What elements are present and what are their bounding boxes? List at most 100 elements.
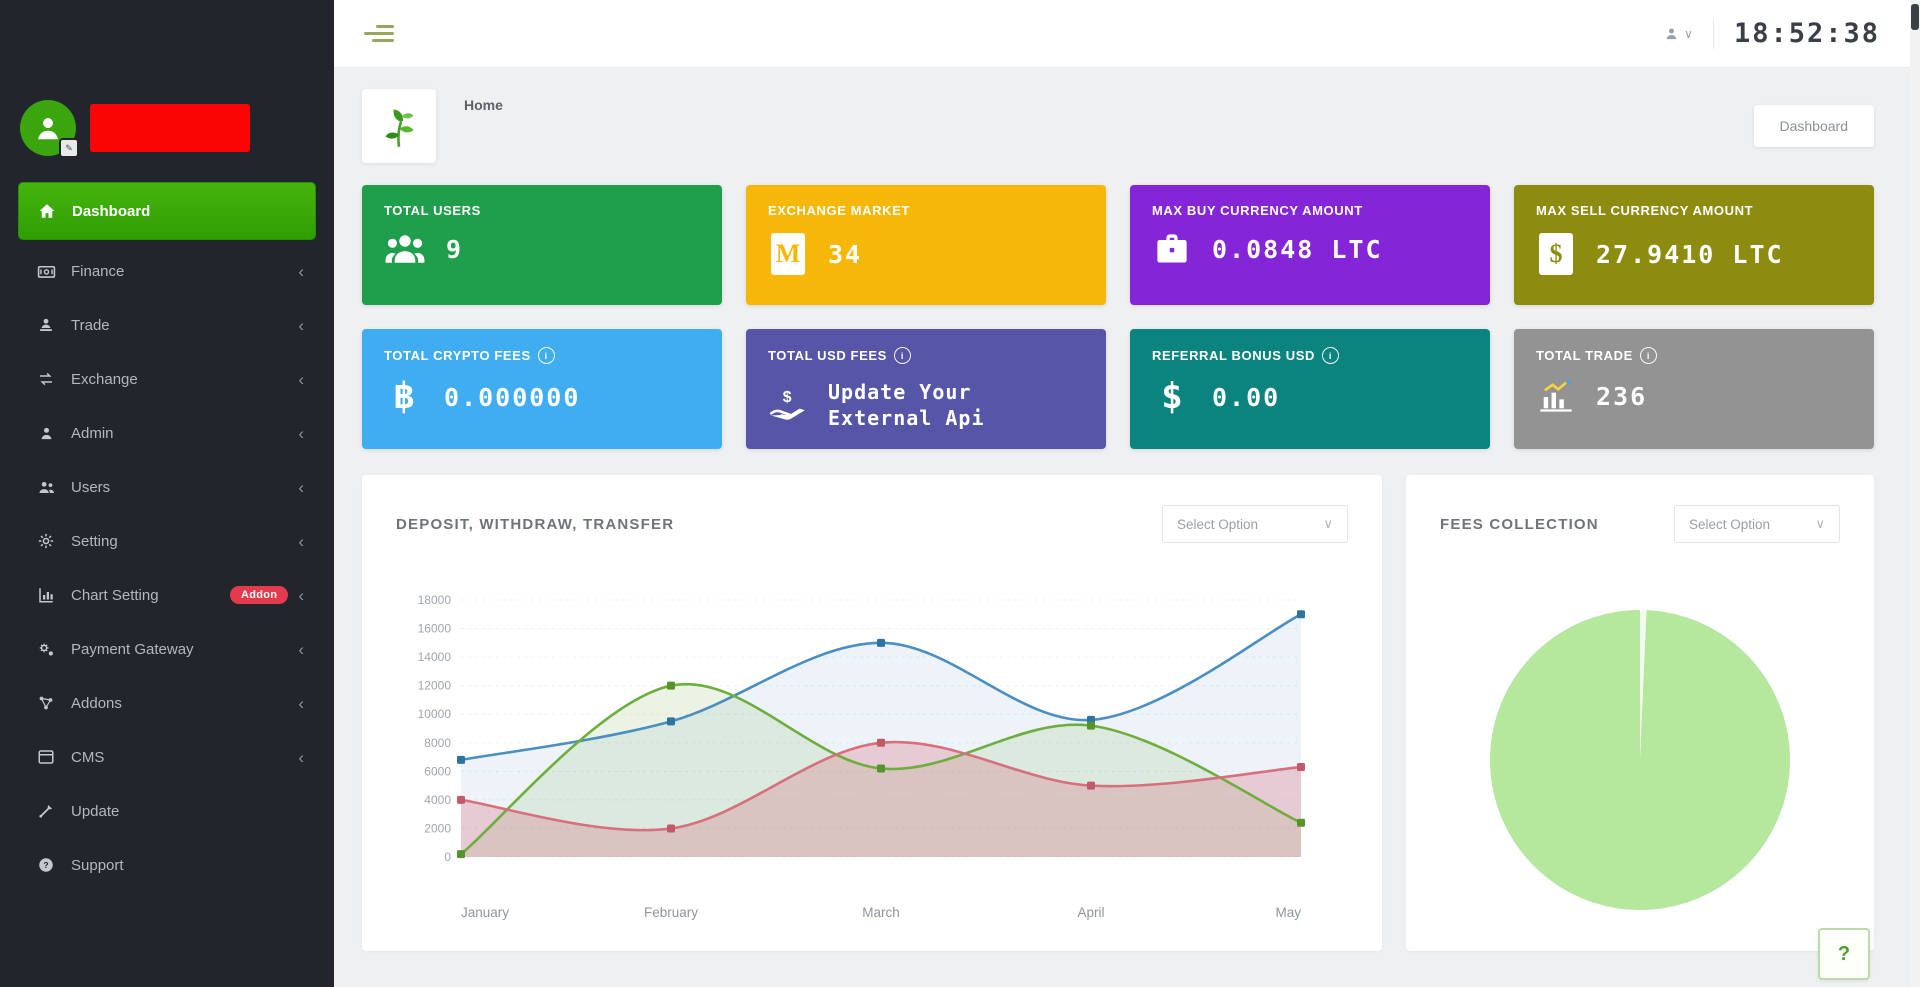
payment-gateway-icon xyxy=(34,640,58,659)
stat-card-max-buy-currency-amount: MAX BUY CURRENCY AMOUNT 0.0848 LTC xyxy=(1130,185,1490,305)
sidebar-item-label: Support xyxy=(71,856,124,874)
top-navbar: ∨ 18:52:38 xyxy=(334,0,1920,67)
info-icon[interactable]: i xyxy=(537,347,555,364)
stat-card-label-text: TOTAL CRYPTO FEES xyxy=(384,348,531,363)
user-menu[interactable]: ∨ xyxy=(1664,26,1693,41)
navbar-right: ∨ 18:52:38 xyxy=(1664,18,1880,49)
stat-card-value: 34 xyxy=(828,239,863,269)
sidebar-item-users[interactable]: Users ‹ xyxy=(0,460,334,514)
svg-text:10000: 10000 xyxy=(418,707,452,721)
stat-card-total-users: TOTAL USERS 9 xyxy=(362,185,722,305)
briefcase-icon xyxy=(1152,233,1192,265)
info-icon[interactable]: i xyxy=(1639,347,1657,364)
sidebar-item-finance[interactable]: Finance ‹ xyxy=(0,244,334,298)
sidebar-item-admin[interactable]: Admin ‹ xyxy=(0,406,334,460)
admin-icon xyxy=(34,425,58,442)
stat-card-body: ฿ 0.000000 xyxy=(384,379,700,415)
chevron-left-icon: ‹ xyxy=(298,639,304,659)
info-icon[interactable]: i xyxy=(1321,347,1339,364)
sidebar-item-trade[interactable]: Trade ‹ xyxy=(0,298,334,352)
hamburger-menu-icon[interactable] xyxy=(364,25,394,42)
trade-chart-icon xyxy=(1536,379,1576,413)
chevron-down-icon: ∨ xyxy=(1815,516,1825,531)
page-content: Home Dashboard TOTAL USERS 9 EXCHANGE MARK… xyxy=(334,67,1920,987)
chevron-left-icon: ‹ xyxy=(298,423,304,443)
sidebar-item-label: Finance xyxy=(71,262,125,280)
line-panel-header: DEPOSIT, WITHDRAW, TRANSFER Select Optio… xyxy=(396,505,1348,543)
sidebar-item-label: Trade xyxy=(71,316,110,334)
stat-card-referral-bonus-usd: REFERRAL BONUS USD i $0.00 xyxy=(1130,329,1490,449)
chevron-left-icon: ‹ xyxy=(298,369,304,389)
svg-text:18000: 18000 xyxy=(418,593,452,607)
navbar-divider xyxy=(1712,18,1714,49)
pie-panel-header: FEES COLLECTION Select Option ∨ xyxy=(1440,505,1840,543)
stat-card-total-trade: TOTAL TRADE i 236 xyxy=(1514,329,1874,449)
person-icon xyxy=(1666,28,1677,40)
chevron-left-icon: ‹ xyxy=(298,531,304,551)
sidebar-item-dashboard[interactable]: Dashboard xyxy=(18,182,316,240)
sidebar-item-update[interactable]: Update xyxy=(0,784,334,838)
sidebar-item-cms[interactable]: CMS ‹ xyxy=(0,730,334,784)
stat-card-label-text: EXCHANGE MARKET xyxy=(768,203,910,218)
svg-text:May: May xyxy=(1275,905,1301,920)
stat-card-value: 0.00 xyxy=(1212,382,1281,412)
chevron-left-icon: ‹ xyxy=(298,747,304,767)
addon-badge: Addon xyxy=(230,586,289,604)
stat-card-exchange-market: EXCHANGE MARKET M 34 xyxy=(746,185,1106,305)
svg-text:January: January xyxy=(461,905,509,920)
dollar-badge-icon: $ xyxy=(1536,233,1576,275)
line-chart: 0 2000 4000 6000 8000 10000 12000 14000 16000 180… xyxy=(396,585,1348,950)
stat-card-value: 236 xyxy=(1596,381,1648,411)
sidebar-item-label: Admin xyxy=(71,424,114,442)
sidebar-nav: Dashboard Finance ‹ Trade ‹ Exchange ‹ Admin ‹ Us… xyxy=(0,182,334,892)
sidebar-item-label: Exchange xyxy=(71,370,138,388)
stat-card-label: MAX SELL CURRENCY AMOUNT xyxy=(1536,203,1852,218)
stat-card-label: EXCHANGE MARKET xyxy=(768,203,1084,218)
setting-icon xyxy=(34,532,58,550)
pie-chart-title: FEES COLLECTION xyxy=(1440,515,1599,533)
scrollbar-thumb[interactable] xyxy=(1911,4,1919,30)
users-icon xyxy=(34,478,58,497)
sidebar-item-addons[interactable]: Addons ‹ xyxy=(0,676,334,730)
home-icon xyxy=(35,202,59,220)
chevron-left-icon: ‹ xyxy=(298,261,304,281)
sidebar-item-label: Users xyxy=(71,478,111,496)
pie-chart-select[interactable]: Select Option ∨ xyxy=(1674,505,1840,543)
svg-text:8000: 8000 xyxy=(424,736,451,750)
sidebar-item-support[interactable]: ? Support xyxy=(0,838,334,892)
stat-card-body: 236 xyxy=(1536,379,1852,413)
svg-text:March: March xyxy=(862,905,900,920)
sidebar-item-label: CMS xyxy=(71,748,105,766)
line-select-value: Select Option xyxy=(1177,516,1259,532)
sidebar-profile: ✎ xyxy=(0,0,334,182)
pie-select-value: Select Option xyxy=(1689,516,1771,532)
sidebar-item-exchange[interactable]: Exchange ‹ xyxy=(0,352,334,406)
digital-clock: 18:52:38 xyxy=(1733,18,1880,49)
sidebar-item-setting[interactable]: Setting ‹ xyxy=(0,514,334,568)
svg-text:$: $ xyxy=(783,389,792,406)
logo xyxy=(362,89,436,163)
stat-card-label-text: REFERRAL BONUS USD xyxy=(1152,348,1315,363)
stat-card-label-text: MAX SELL CURRENCY AMOUNT xyxy=(1536,203,1754,218)
svg-text:February: February xyxy=(644,905,698,920)
sidebar: ✎ Dashboard Finance ‹ Trade ‹ Exchange ‹ Admin ‹… xyxy=(0,0,334,987)
chevron-left-icon: ‹ xyxy=(298,477,304,497)
sidebar-item-chart-setting[interactable]: Chart Setting Addon ‹ xyxy=(0,568,334,622)
stat-card-value: Update Your External Api xyxy=(828,380,985,430)
stat-card-label: TOTAL USERS xyxy=(384,203,700,218)
sidebar-item-label: Payment Gateway xyxy=(71,640,194,658)
chevron-down-icon: ∨ xyxy=(1684,26,1693,41)
avatar[interactable]: ✎ xyxy=(20,100,79,158)
stat-card-body: $27.9410 LTC xyxy=(1536,233,1852,275)
help-button[interactable]: ? xyxy=(1818,928,1870,980)
line-chart-select[interactable]: Select Option ∨ xyxy=(1162,505,1348,543)
scrollbar[interactable] xyxy=(1910,0,1920,987)
bitcoin-icon: ฿ xyxy=(393,376,415,417)
dashboard-button[interactable]: Dashboard xyxy=(1753,105,1874,147)
main-area: ∨ 18:52:38 Home Dash xyxy=(334,0,1920,987)
svg-text:?: ? xyxy=(43,861,48,870)
stat-card-label: MAX BUY CURRENCY AMOUNT xyxy=(1152,203,1468,218)
info-icon[interactable]: i xyxy=(893,347,911,364)
sidebar-item-payment-gateway[interactable]: Payment Gateway ‹ xyxy=(0,622,334,676)
stat-cards-grid: TOTAL USERS 9 EXCHANGE MARKET M 34 MAX BUY CU… xyxy=(362,185,1874,449)
